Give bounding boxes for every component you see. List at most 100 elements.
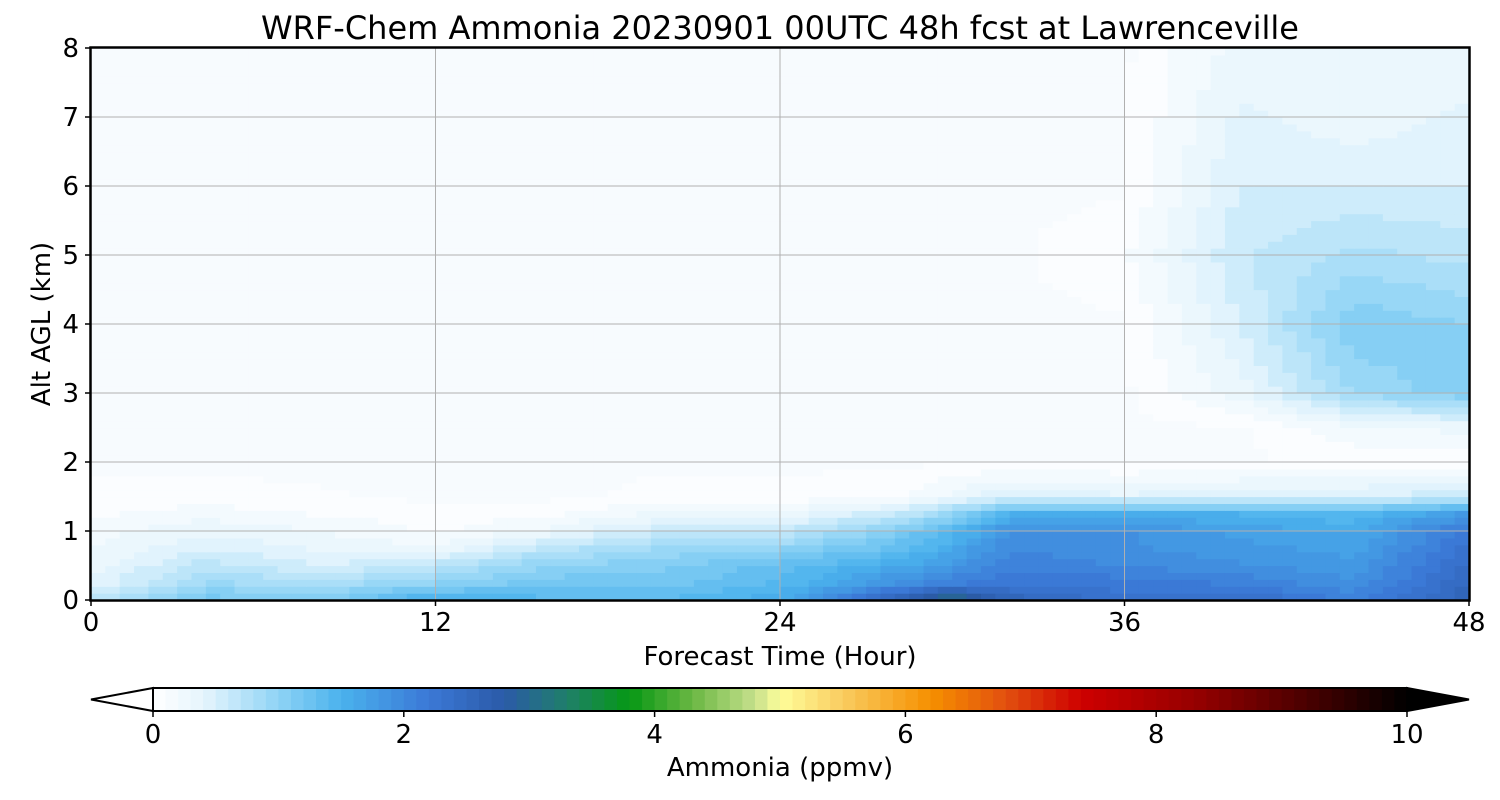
- heatmap-cell: [306, 261, 322, 270]
- heatmap-cell: [1024, 482, 1039, 491]
- heatmap-cell: [823, 289, 839, 297]
- heatmap-cell: [722, 572, 738, 580]
- heatmap-cell: [880, 275, 896, 284]
- heatmap-cell: [507, 531, 523, 539]
- heatmap-cell: [923, 282, 939, 291]
- heatmap-cell: [1052, 496, 1068, 504]
- heatmap-cell: [622, 455, 638, 463]
- heatmap-cell: [521, 255, 537, 263]
- heatmap-cell: [464, 468, 480, 477]
- heatmap-cell: [378, 510, 394, 518]
- heatmap-cell: [1454, 351, 1470, 360]
- heatmap-cell: [880, 303, 896, 311]
- heatmap-cell: [1454, 579, 1470, 587]
- heatmap-cell: [191, 379, 207, 387]
- heatmap-cell: [134, 427, 150, 435]
- heatmap-cell: [1081, 572, 1097, 580]
- heatmap-cell: [550, 558, 566, 567]
- heatmap-cell: [995, 351, 1011, 360]
- heatmap-cell: [1282, 310, 1298, 318]
- heatmap-cell: [751, 455, 767, 463]
- heatmap-cell: [220, 413, 236, 422]
- heatmap-cell: [1296, 413, 1312, 422]
- heatmap-cell: [622, 275, 638, 284]
- heatmap-cell: [736, 565, 752, 573]
- heatmap-cell: [320, 296, 336, 304]
- heatmap-cell: [507, 372, 523, 380]
- heatmap-cell: [449, 572, 465, 580]
- heatmap-cell: [521, 475, 537, 484]
- heatmap-cell: [478, 482, 494, 491]
- heatmap-cell: [1325, 241, 1341, 249]
- heatmap-cell: [363, 317, 379, 325]
- heatmap-cell: [736, 344, 752, 353]
- heatmap-cell: [693, 268, 709, 277]
- heatmap-cell: [636, 455, 652, 463]
- heatmap-cell: [880, 448, 896, 456]
- heatmap-cell: [1081, 393, 1097, 401]
- heatmap-cell: [622, 565, 638, 573]
- heatmap-cell: [421, 330, 437, 339]
- heatmap-cell: [392, 282, 408, 291]
- heatmap-cell: [335, 475, 350, 484]
- heatmap-cell: [722, 517, 738, 525]
- heatmap-cell: [1153, 510, 1169, 518]
- heatmap-cell: [593, 448, 609, 456]
- heatmap-cell: [1124, 531, 1140, 539]
- heatmap-cell: [1153, 289, 1169, 297]
- heatmap-cell: [535, 551, 551, 560]
- heatmap-cell: [535, 565, 551, 573]
- heatmap-cell: [1368, 241, 1384, 249]
- heatmap-cell: [1009, 393, 1025, 401]
- heatmap-cell: [722, 462, 738, 470]
- heatmap-cell: [780, 289, 795, 297]
- heatmap-cell: [191, 517, 207, 525]
- heatmap-cell: [894, 420, 910, 429]
- heatmap-cell: [349, 593, 365, 601]
- heatmap-cell: [248, 455, 264, 463]
- heatmap-cell: [794, 365, 810, 373]
- heatmap-cell: [794, 255, 810, 263]
- heatmap-cell: [794, 282, 810, 291]
- heatmap-cell: [980, 510, 996, 518]
- heatmap-cell: [1268, 261, 1283, 270]
- heatmap-cell: [1196, 282, 1212, 291]
- heatmap-cell: [1167, 289, 1183, 297]
- heatmap-cell: [1339, 551, 1355, 560]
- heatmap-cell: [148, 310, 164, 318]
- heatmap-cell: [406, 275, 422, 284]
- heatmap-cell: [1038, 351, 1054, 360]
- heatmap-cell: [1196, 475, 1212, 484]
- heatmap-cell: [392, 475, 408, 484]
- heatmap-cell: [1368, 565, 1384, 573]
- heatmap-cell: [607, 531, 623, 539]
- heatmap-cell: [923, 358, 939, 366]
- heatmap-cell: [1382, 586, 1398, 594]
- heatmap-cell: [277, 468, 293, 477]
- heatmap-cell: [378, 282, 394, 291]
- heatmap-cell: [306, 330, 322, 339]
- heatmap-cell: [894, 372, 910, 380]
- heatmap-cell: [1425, 455, 1441, 463]
- heatmap-cell: [1224, 337, 1240, 346]
- heatmap-cell: [535, 344, 551, 353]
- heatmap-cell: [335, 510, 350, 518]
- heatmap-cell: [851, 248, 867, 256]
- heatmap-cell: [1397, 289, 1413, 297]
- heatmap-cell: [1181, 310, 1197, 318]
- heatmap-cell: [535, 255, 551, 263]
- heatmap-cell: [1038, 427, 1054, 435]
- heatmap-cell: [995, 579, 1011, 587]
- heatmap-cell: [1382, 261, 1398, 270]
- heatmap-cell: [363, 468, 379, 477]
- heatmap-cell: [1024, 365, 1039, 373]
- heatmap-cell: [665, 261, 681, 270]
- heatmap-cell: [220, 572, 236, 580]
- heatmap-cell: [1253, 537, 1269, 546]
- heatmap-cell: [1268, 531, 1283, 539]
- heatmap-cell: [665, 468, 681, 477]
- heatmap-cell: [1253, 579, 1269, 587]
- heatmap-cell: [1411, 406, 1427, 415]
- heatmap-cell: [1124, 489, 1140, 498]
- heatmap-cell: [1224, 393, 1240, 401]
